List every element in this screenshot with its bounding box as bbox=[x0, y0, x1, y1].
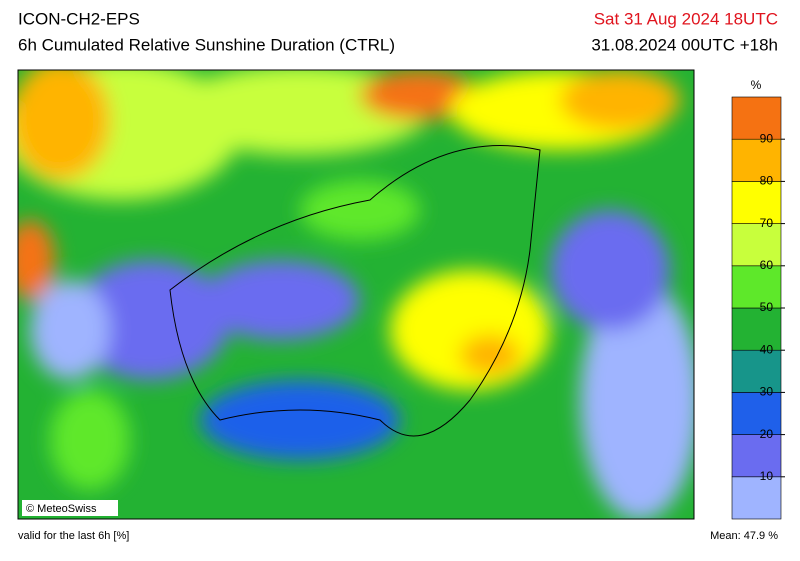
map bbox=[18, 70, 694, 519]
colorbar-tick-label: 10 bbox=[760, 469, 774, 483]
colorbar-segment bbox=[731, 392, 782, 435]
colorbar-tick-label: 60 bbox=[760, 258, 774, 272]
colorbar-tick-label: 80 bbox=[760, 174, 774, 188]
colorbar-tick-label: 20 bbox=[760, 427, 774, 441]
colorbar-segment bbox=[731, 138, 782, 182]
run-time: 31.08.2024 00UTC +18h bbox=[591, 35, 778, 54]
valid-time: Sat 31 Aug 2024 18UTC bbox=[594, 9, 778, 28]
colorbar-tick-label: 30 bbox=[760, 385, 774, 399]
colorbar-tick-label: 70 bbox=[760, 216, 774, 230]
colorbar-segment bbox=[731, 307, 782, 351]
model-name: ICON-CH2-EPS bbox=[18, 9, 140, 28]
footer-mean: Mean: 47.9 % bbox=[710, 530, 778, 542]
colorbar-segment bbox=[731, 434, 782, 478]
colorbar-segment bbox=[731, 265, 782, 309]
colorbar-segment bbox=[731, 181, 782, 224]
colorbar-segment bbox=[731, 476, 782, 520]
credit-box bbox=[22, 500, 118, 516]
colorbar-tick-label: 50 bbox=[760, 300, 774, 314]
colorbar-unit: % bbox=[751, 78, 762, 92]
colorbar-tick-label: 90 bbox=[760, 131, 774, 145]
colorbar-segment bbox=[731, 349, 782, 393]
credit: © MeteoSwiss bbox=[26, 503, 97, 515]
footer-note: valid for the last 6h [%] bbox=[18, 530, 129, 542]
colorbar-segment bbox=[731, 223, 782, 267]
colorbar-segment bbox=[731, 96, 782, 140]
map-frame bbox=[17, 69, 695, 520]
product-title: 6h Cumulated Relative Sunshine Duration … bbox=[18, 35, 395, 54]
colorbar-tick-label: 40 bbox=[760, 342, 774, 356]
